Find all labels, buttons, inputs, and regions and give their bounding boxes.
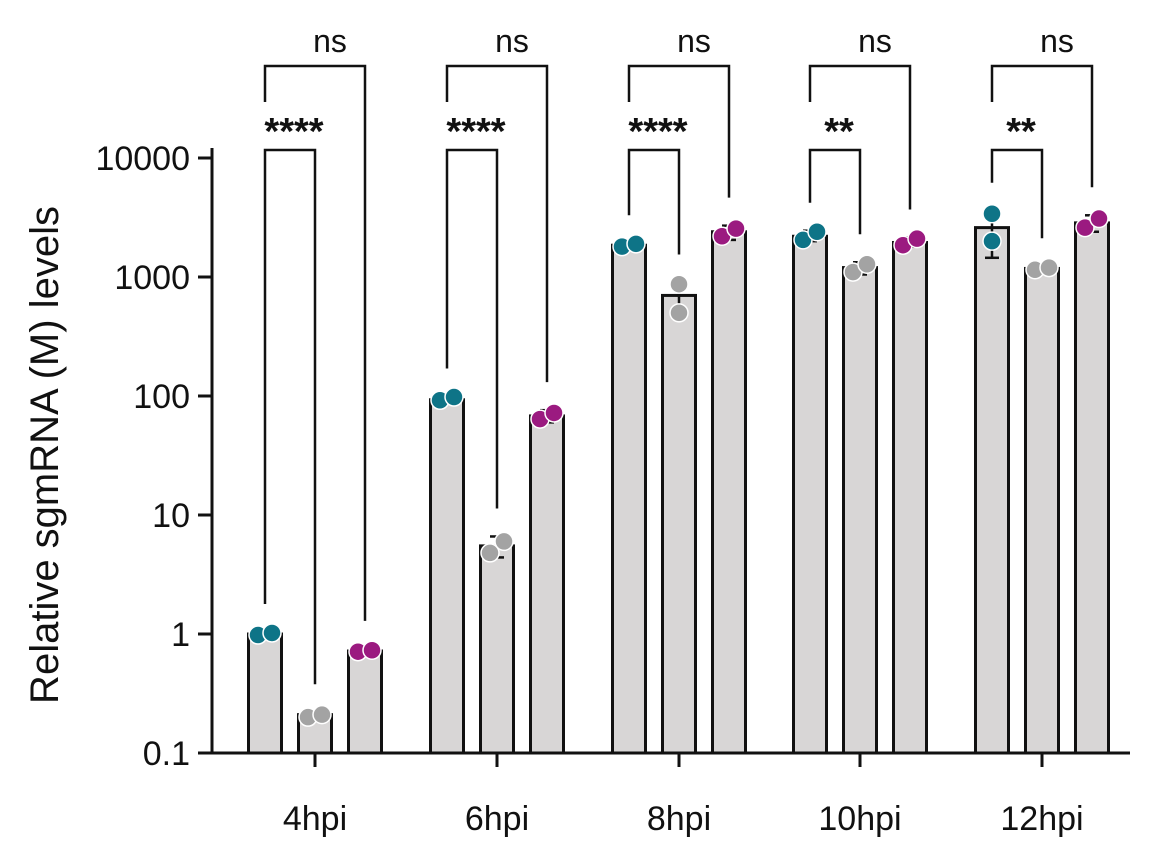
sig-bracket-outer bbox=[990, 64, 1094, 188]
significance-brackets: **** ns **** ns **** ns ** ns ** ns bbox=[263, 23, 1094, 685]
bars bbox=[247, 204, 1110, 755]
x-tick-label: 6hpi bbox=[465, 800, 529, 838]
y-tick-label: 100 bbox=[133, 378, 190, 416]
bar bbox=[842, 266, 878, 755]
data-point bbox=[669, 303, 689, 323]
y-tick-label: 1000 bbox=[114, 259, 190, 297]
data-point bbox=[1075, 217, 1095, 238]
bar bbox=[974, 226, 1010, 755]
data-point bbox=[312, 704, 332, 725]
x-tick-label: 12hpi bbox=[1000, 800, 1083, 838]
y-tick-label: 0.1 bbox=[143, 735, 190, 773]
sig-bracket-outer bbox=[263, 64, 367, 621]
sig-label-inner: ** bbox=[824, 111, 854, 153]
bar bbox=[247, 632, 283, 755]
data-point bbox=[669, 274, 689, 294]
data-point bbox=[1039, 257, 1059, 278]
y-tick-label: 1 bbox=[171, 616, 190, 654]
y-axis: 0.1 1 10 100 1000 10000 bbox=[95, 140, 214, 773]
sig-label-outer: ns bbox=[495, 23, 529, 59]
bar bbox=[347, 649, 383, 755]
sig-bracket-inner bbox=[990, 148, 1044, 239]
sig-bracket-outer bbox=[445, 64, 549, 383]
bar bbox=[429, 398, 465, 755]
sig-label-outer: ns bbox=[677, 23, 711, 59]
sig-bracket-outer bbox=[627, 64, 731, 198]
bar bbox=[711, 230, 747, 755]
data-point bbox=[726, 218, 746, 239]
data-point bbox=[362, 640, 382, 661]
sig-label-inner: **** bbox=[264, 111, 323, 153]
y-tick-label: 10000 bbox=[95, 140, 190, 178]
data-point bbox=[480, 543, 500, 563]
sig-label-inner: **** bbox=[446, 111, 505, 153]
sig-label-inner: **** bbox=[628, 111, 687, 153]
data-point bbox=[494, 531, 514, 552]
data-point bbox=[544, 403, 564, 423]
data-point bbox=[907, 228, 927, 249]
bar bbox=[1074, 221, 1110, 755]
data-point bbox=[857, 254, 877, 274]
bar bbox=[892, 240, 928, 755]
bar bbox=[792, 234, 828, 755]
x-tick-label: 8hpi bbox=[647, 800, 711, 838]
x-axis: 4hpi 6hpi 8hpi 10hpi 12hpi bbox=[212, 751, 1130, 838]
data-point bbox=[807, 222, 827, 242]
sig-label-outer: ns bbox=[858, 23, 892, 59]
data-point bbox=[1089, 208, 1109, 229]
bar bbox=[1024, 266, 1060, 755]
x-tick-label: 4hpi bbox=[283, 800, 347, 838]
sig-bracket-inner bbox=[627, 148, 681, 255]
data-point bbox=[626, 234, 646, 254]
sig-label-inner: ** bbox=[1006, 111, 1036, 153]
sig-bracket-inner bbox=[445, 148, 499, 509]
sig-bracket-outer bbox=[808, 64, 912, 210]
bar bbox=[529, 414, 565, 755]
bar bbox=[661, 293, 697, 755]
y-axis-label: Relative sgmRNA (M) levels bbox=[23, 206, 67, 704]
data-point bbox=[982, 204, 1002, 224]
bar bbox=[611, 243, 647, 755]
sig-bracket-inner bbox=[263, 148, 317, 685]
sig-bracket-inner bbox=[808, 148, 862, 235]
data-point bbox=[444, 387, 464, 407]
y-tick-label: 10 bbox=[152, 497, 190, 535]
x-tick-label: 10hpi bbox=[818, 800, 901, 838]
data-point bbox=[262, 623, 282, 643]
data-point bbox=[982, 231, 1002, 251]
sig-label-outer: ns bbox=[313, 23, 347, 59]
sig-label-outer: ns bbox=[1040, 23, 1074, 59]
bar bbox=[479, 544, 515, 755]
